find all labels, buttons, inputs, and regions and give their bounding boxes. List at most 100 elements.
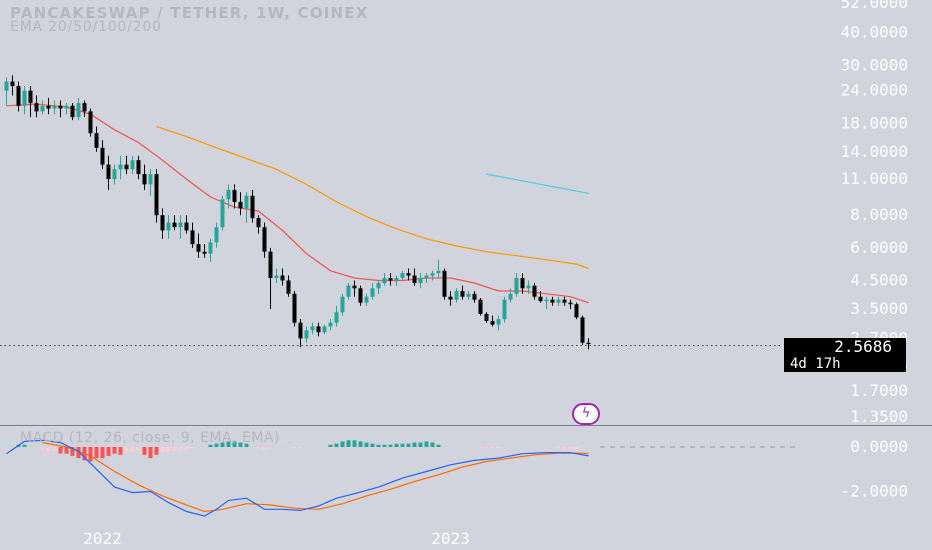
macd-histogram-bar [100, 447, 105, 459]
current-price-tag: 2.5686 4d 17h [784, 338, 906, 372]
macd-histogram-bar [322, 445, 327, 447]
candle-body [550, 299, 555, 303]
candle-body [196, 244, 201, 252]
price-axis-tick-label: 3.5000 [850, 299, 908, 318]
macd-histogram-bar [484, 447, 489, 449]
candle-body [412, 275, 417, 284]
candle-body [136, 160, 141, 175]
chart-title: PANCAKESWAP / TETHER, 1W, COINEX [10, 4, 369, 22]
macd-histogram-bar [358, 441, 363, 447]
candle-body [262, 227, 267, 252]
candle-body [580, 317, 585, 343]
candle-body [532, 285, 537, 297]
macd-histogram-bar [262, 447, 267, 450]
candle-body [292, 293, 297, 323]
macd-histogram-bar [10, 445, 15, 447]
candle-body [406, 273, 411, 276]
candle-body [358, 288, 363, 303]
candle-body [40, 105, 45, 112]
candle-body [520, 277, 525, 289]
macd-histogram-bar [160, 447, 165, 453]
candle-body [376, 283, 381, 289]
macd-histogram-bar [364, 442, 369, 447]
macd-histogram-bar [352, 440, 357, 447]
price-axis-tick-label: 40.0000 [841, 23, 908, 42]
candle-body [352, 285, 357, 289]
macd-histogram-bar [184, 447, 189, 450]
macd-histogram-bar [388, 444, 393, 447]
time-axis-tick-label: 2022 [83, 529, 122, 548]
candle-body [274, 275, 279, 278]
candle-body [418, 277, 423, 284]
macd-histogram-bar [58, 447, 63, 454]
macd-histogram-bar [346, 440, 351, 447]
candle-body [244, 195, 249, 209]
price-axis-tick-label: 1.7000 [850, 381, 908, 400]
candle-body [16, 86, 21, 106]
candle-body [568, 302, 573, 305]
candle-body [382, 277, 387, 284]
macd-histogram-bar [28, 445, 33, 447]
macd-histogram-bar [268, 447, 273, 449]
macd-histogram-bar [202, 445, 207, 447]
candle-body [508, 293, 513, 300]
ema50-line [156, 125, 589, 270]
candle-body [166, 222, 171, 231]
candle-body [328, 322, 333, 327]
candle-body [586, 342, 591, 345]
macd-signal-line [42, 442, 589, 513]
candle-body [298, 322, 303, 339]
candle-body [430, 273, 435, 276]
price-axis-tick-label: 52.0000 [841, 0, 908, 12]
macd-line [6, 439, 589, 517]
macd-axis-tick-label: -2.0000 [841, 482, 908, 501]
macd-histogram-bar [88, 447, 93, 462]
candle-body [208, 242, 213, 254]
macd-histogram-bar [412, 442, 417, 447]
macd-histogram-bar [22, 444, 27, 447]
candle-body [148, 174, 153, 185]
candle-body [478, 299, 483, 314]
macd-histogram-bar [406, 443, 411, 447]
macd-axis-tick-label: 0.0000 [850, 437, 908, 456]
macd-histogram-bar [316, 445, 321, 447]
candle-body [280, 275, 285, 281]
price-axis-tick-label: 4.5000 [850, 270, 908, 289]
macd-histogram-bar [430, 442, 435, 447]
macd-histogram-bar [220, 442, 225, 447]
candle-body [76, 103, 81, 118]
candle-body [394, 277, 399, 281]
candle-body [184, 222, 189, 231]
macd-histogram-bar [400, 443, 405, 447]
price-axis-tick-label: 30.0000 [841, 55, 908, 74]
candle-body [562, 299, 567, 303]
candle-body [94, 133, 99, 148]
candle-body [58, 105, 63, 109]
price-axis-tick-label: 14.0000 [841, 142, 908, 161]
macd-histogram-bar [280, 445, 285, 447]
candle-body [118, 164, 123, 170]
candle-body [22, 90, 27, 106]
macd-histogram-bar [226, 441, 231, 447]
candle-body [214, 227, 219, 243]
candle-body [130, 160, 135, 170]
macd-histogram-bar [394, 443, 399, 447]
candle-body [556, 299, 561, 303]
candle-body [160, 215, 165, 231]
candle-body [364, 296, 369, 303]
macd-histogram-bar [190, 447, 195, 449]
ema-indicator-label: EMA 20/50/100/200 [10, 19, 162, 35]
candle-body [388, 277, 393, 281]
candle-body [112, 169, 117, 180]
candle-body [70, 105, 75, 118]
candle-body [106, 164, 111, 180]
candle-body [286, 280, 291, 294]
candle-body [88, 111, 93, 134]
macd-histogram-bar [64, 447, 69, 454]
candle-body [250, 195, 255, 219]
candle-body [454, 291, 459, 300]
lightning-bolt-icon[interactable]: ϟ [572, 403, 600, 425]
macd-histogram-bar [256, 447, 261, 449]
macd-histogram-bar [382, 444, 387, 447]
